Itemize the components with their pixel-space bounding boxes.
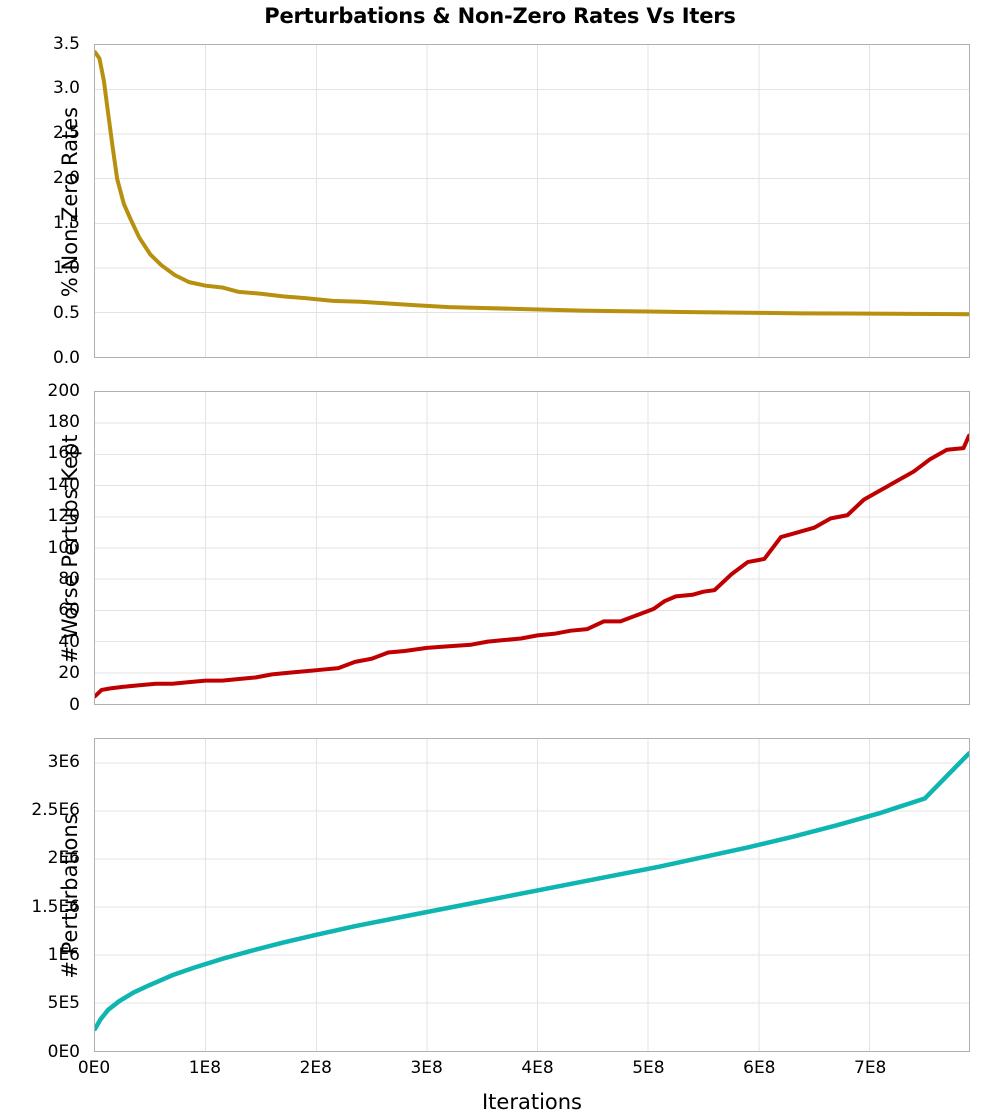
x-tick-label: 2E8 <box>299 1058 332 1078</box>
x-axis-label: Iterations <box>481 1090 583 1114</box>
y-tick-label: 3E6 <box>47 751 80 772</box>
y-tick-label: 120 <box>47 506 80 527</box>
series-line-non-zero-rates <box>95 52 969 314</box>
y-tick-label: 40 <box>58 631 80 652</box>
y-tick-label: 140 <box>47 474 80 495</box>
x-tick-label: 5E8 <box>632 1058 665 1078</box>
plot-area-worse-perturbs-kept <box>95 392 969 704</box>
x-tick-label: 0E0 <box>77 1058 111 1078</box>
y-axis-label-panel-2: # Worse Pertubs Kept <box>58 434 82 664</box>
y-tick-label: 0E0 <box>47 1041 80 1062</box>
x-tick-label: 1E8 <box>188 1058 222 1078</box>
y-tick-label: 0.5 <box>52 302 80 323</box>
y-tick-label: 200 <box>47 380 80 401</box>
y-tick-label: 5E5 <box>47 993 80 1014</box>
plot-area-perturbations <box>95 739 969 1051</box>
y-tick-label: 1.5E6 <box>31 896 80 917</box>
plot-area-non-zero-rates <box>95 45 969 357</box>
plot-panel-perturbations <box>94 738 970 1052</box>
y-tick-label: 3.0 <box>52 78 80 99</box>
x-tick-label: 3E8 <box>410 1058 443 1078</box>
x-tick-label: 7E8 <box>854 1058 887 1078</box>
x-tick-label: 6E8 <box>743 1058 776 1078</box>
y-tick-label: 20 <box>58 663 80 684</box>
y-tick-label: 60 <box>58 600 80 621</box>
y-tick-label: 3.5 <box>52 33 80 54</box>
y-axis-ticks-panel-2: 0 20 40 60 80 100 120 140 160 180 200 <box>0 382 88 713</box>
y-tick-label: 2.5 <box>52 123 80 144</box>
plot-panel-non-zero-rates <box>94 44 970 358</box>
y-tick-label: 100 <box>47 537 80 558</box>
y-axis-label-panel-3: # Perturbations <box>58 813 82 979</box>
chart-title: Perturbations & Non-Zero Rates Vs Iters <box>264 4 736 28</box>
y-tick-label: 160 <box>47 443 80 464</box>
y-tick-label: 2.5E6 <box>31 799 80 820</box>
y-tick-label: 1E6 <box>47 944 80 965</box>
y-axis-label-panel-1: % Non-Zero Rates <box>58 106 82 298</box>
y-axis-ticks-panel-1: 0.0 0.5 1.0 1.5 2.0 2.5 3.0 3.5 <box>0 35 88 366</box>
y-tick-label: 2E6 <box>47 848 80 869</box>
x-tick-label: 4E8 <box>521 1058 554 1078</box>
y-tick-label: 80 <box>58 568 80 589</box>
series-line-perturbations <box>95 753 969 1029</box>
y-tick-label: 1.5 <box>52 212 80 233</box>
y-tick-label: 0 <box>69 694 80 715</box>
y-tick-label: 2.0 <box>52 168 80 189</box>
y-tick-label: 0.0 <box>52 347 80 368</box>
y-axis-ticks-panel-3: 0E0 5E5 1E6 1.5E6 2E6 2.5E6 3E6 <box>0 738 88 1060</box>
y-tick-label: 180 <box>47 411 80 432</box>
y-tick-label: 1.0 <box>52 257 80 278</box>
series-line-worse-perturbs-kept <box>95 436 969 697</box>
plot-panel-worse-perturbs-kept <box>94 391 970 705</box>
